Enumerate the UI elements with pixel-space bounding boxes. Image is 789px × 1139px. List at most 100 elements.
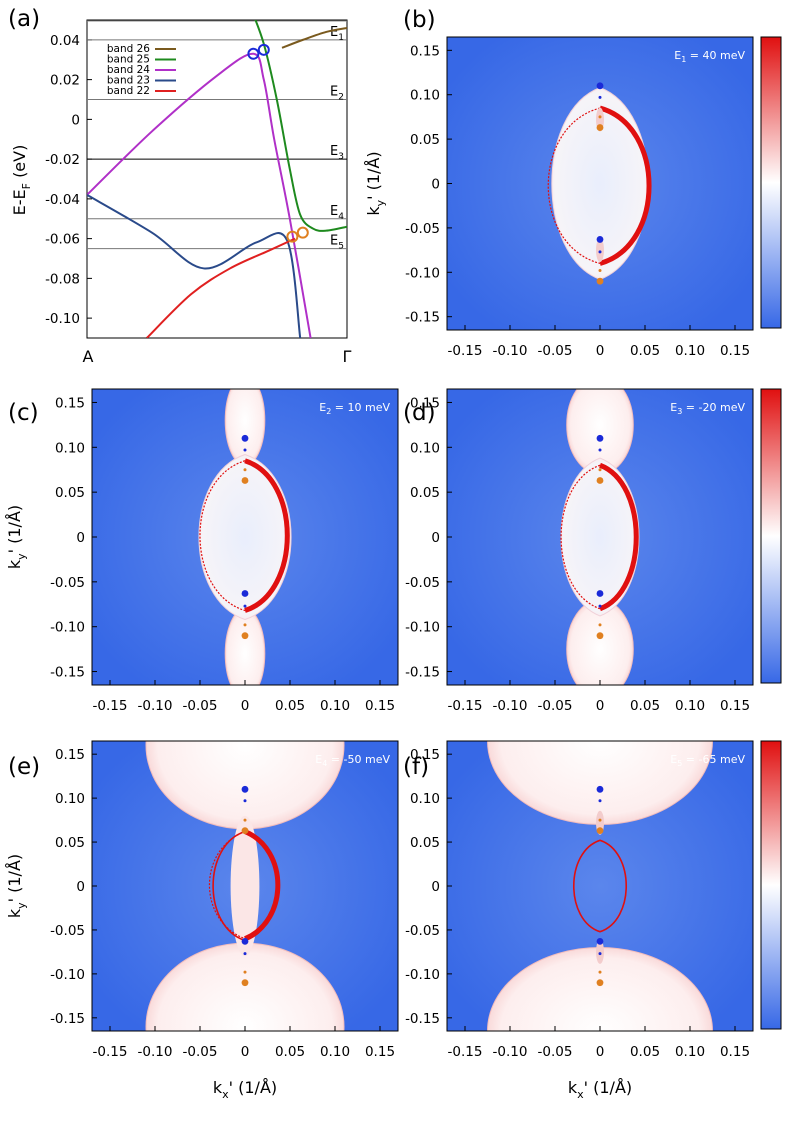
map-x-tick-label: 0.05 — [630, 1044, 660, 1060]
weyl-point — [241, 785, 249, 793]
band-y-tick-label: -0.02 — [45, 152, 80, 168]
map-x-tick-label: 0.15 — [365, 698, 395, 714]
weyl-point — [243, 818, 247, 822]
map-content — [92, 741, 398, 1031]
band-y-tick-label: 0.04 — [50, 33, 80, 49]
map-content — [447, 389, 753, 685]
map-y-axis-label: ky' (1/Å) — [5, 505, 28, 569]
map-x-tick-label: -0.15 — [448, 698, 483, 714]
band-curves — [87, 20, 347, 338]
map-y-tick-label: 0.05 — [55, 835, 85, 851]
fermi-arc-left — [208, 830, 246, 940]
map-y-tick-label: -0.05 — [50, 575, 85, 591]
energy-level-label: E5 — [330, 234, 344, 252]
map-x-tick-label: -0.10 — [138, 1044, 173, 1060]
band-crossing-marker — [296, 226, 309, 239]
band-crossings — [247, 43, 309, 243]
panel-a-label: (a) — [8, 6, 40, 32]
map-y-tick-label: 0.10 — [55, 791, 85, 807]
map-y-tick-label: 0.05 — [55, 485, 85, 501]
band-crossing-marker — [286, 230, 299, 243]
band-curve-band-26 — [281, 26, 347, 49]
map-y-tick-label: 0 — [76, 879, 85, 895]
map-x-tick-label: -0.15 — [93, 698, 128, 714]
weyl-point — [598, 952, 602, 956]
weyl-point — [598, 604, 602, 608]
spectral-map-panel-b: E1 = 40 meV (b) 0.15 0.10 0.05 0 -0.05 -0.10 -0.… — [364, 7, 782, 359]
map-y-tick-label: 0 — [431, 177, 440, 193]
map-x-tick-label: -0.05 — [538, 343, 573, 359]
band-plot-frame — [86, 19, 348, 339]
band-crossing-marker — [247, 47, 260, 60]
weyl-point — [596, 124, 604, 131]
map-x-tick-label: 0.10 — [675, 343, 705, 359]
band-y-ticks: 0.04 0.02 0 -0.02 -0.04 -0.06 -0.08 -0.10 — [45, 33, 92, 327]
map-y-tick-label: 0 — [431, 879, 440, 895]
map-content — [447, 741, 753, 1031]
map-y-tick-label: -0.15 — [50, 1011, 85, 1027]
energy-level-label: E4 — [330, 204, 344, 222]
weyl-point — [598, 250, 602, 254]
energy-level-label: E3 — [330, 144, 344, 162]
colorbar — [760, 740, 782, 1030]
weyl-point — [598, 448, 602, 452]
map-content — [447, 37, 753, 330]
band-y-tick-label: 0.02 — [50, 73, 80, 89]
weyl-point — [243, 468, 247, 472]
weyl-point — [241, 827, 249, 835]
weyl-point — [598, 799, 602, 803]
spectral-map-panels: E1 = 40 meV (b) 0.15 0.10 0.05 0 -0.05 -0.10 -0.… — [5, 7, 782, 1101]
weyl-point — [596, 785, 604, 793]
weyl-point — [243, 604, 247, 608]
band-y-tick-label: -0.08 — [45, 271, 80, 287]
map-x-tick-label: -0.10 — [493, 343, 528, 359]
map-x-tick-label: 0.05 — [275, 1044, 305, 1060]
band-curve-band-22 — [146, 237, 296, 338]
map-y-tick-label: -0.05 — [405, 923, 440, 939]
map-y-tick-label: -0.10 — [405, 967, 440, 983]
legend-label: band 25 — [107, 54, 150, 66]
band-x-tick-A: A — [83, 347, 94, 366]
weyl-point — [243, 623, 247, 627]
inner-column — [230, 815, 260, 957]
band-curve-band-23 — [87, 194, 302, 338]
map-x-axis-label: kx' (1/Å) — [213, 1078, 277, 1101]
bulk-pocket — [560, 457, 640, 617]
map-y-axis-label: ky' (1/Å) — [364, 151, 387, 215]
weyl-halo — [596, 939, 604, 964]
map-y-tick-label: 0 — [431, 530, 440, 546]
map-y-tick-label: 0.15 — [410, 747, 440, 763]
legend-label: band 24 — [107, 64, 150, 76]
map-x-tick-label: -0.05 — [183, 1044, 218, 1060]
band-y-tick-label: 0 — [71, 112, 80, 128]
map-y-tick-label: -0.10 — [405, 265, 440, 281]
map-x-tick-label: 0.15 — [720, 698, 750, 714]
panel-label: (f) — [403, 754, 429, 780]
weyl-point — [596, 979, 604, 987]
weyl-point — [241, 434, 249, 442]
map-y-tick-label: -0.05 — [50, 923, 85, 939]
weyl-point — [243, 448, 247, 452]
bulk-pocket — [198, 453, 292, 621]
map-y-tick-label: 0.05 — [410, 835, 440, 851]
colorbar — [760, 388, 782, 684]
map-y-tick-label: 0.15 — [410, 395, 440, 411]
fermi-arc-right — [243, 829, 281, 942]
map-x-tick-label: -0.05 — [538, 1044, 573, 1060]
surface-lobe — [145, 741, 345, 830]
map-y-tick-label: 0.10 — [410, 88, 440, 104]
map-x-tick-label: -0.15 — [448, 1044, 483, 1060]
weyl-point — [598, 818, 602, 822]
weyl-point — [598, 970, 602, 974]
band-curve-band-25 — [254, 20, 347, 232]
spectral-map-panel-d: E3 = -20 meV(d)0.150.100.050-0.05-0.10-0… — [403, 388, 782, 714]
band-y-tick-label: -0.06 — [45, 232, 80, 248]
map-x-tick-label: 0 — [596, 698, 605, 714]
map-y-tick-label: 0.10 — [410, 440, 440, 456]
weyl-point — [596, 236, 604, 243]
energy-level-label: E2 — [330, 85, 344, 103]
map-y-tick-label: -0.10 — [405, 620, 440, 636]
weyl-halo — [596, 238, 604, 263]
